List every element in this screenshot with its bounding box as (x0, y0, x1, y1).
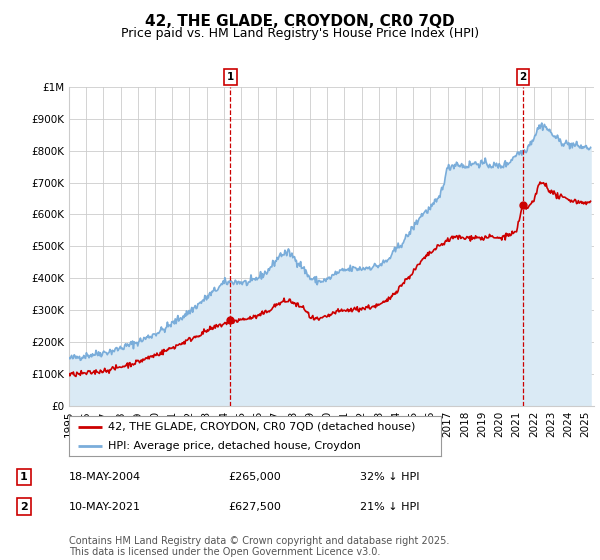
Text: Contains HM Land Registry data © Crown copyright and database right 2025.
This d: Contains HM Land Registry data © Crown c… (69, 535, 449, 557)
Text: 18-MAY-2004: 18-MAY-2004 (69, 472, 141, 482)
Text: 1: 1 (227, 72, 234, 82)
Text: 32% ↓ HPI: 32% ↓ HPI (360, 472, 419, 482)
Text: Price paid vs. HM Land Registry's House Price Index (HPI): Price paid vs. HM Land Registry's House … (121, 27, 479, 40)
Text: 1: 1 (20, 472, 28, 482)
Text: 42, THE GLADE, CROYDON, CR0 7QD: 42, THE GLADE, CROYDON, CR0 7QD (145, 14, 455, 29)
Text: 10-MAY-2021: 10-MAY-2021 (69, 502, 141, 512)
Text: 2: 2 (20, 502, 28, 512)
Text: £627,500: £627,500 (228, 502, 281, 512)
Text: HPI: Average price, detached house, Croydon: HPI: Average price, detached house, Croy… (108, 441, 361, 450)
Text: 2: 2 (519, 72, 526, 82)
Text: 21% ↓ HPI: 21% ↓ HPI (360, 502, 419, 512)
Text: 42, THE GLADE, CROYDON, CR0 7QD (detached house): 42, THE GLADE, CROYDON, CR0 7QD (detache… (108, 422, 415, 432)
Text: £265,000: £265,000 (228, 472, 281, 482)
